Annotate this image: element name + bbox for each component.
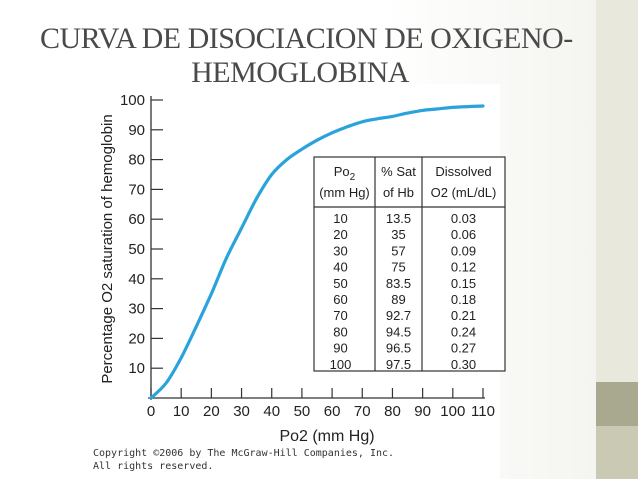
x-tick-label: 30 xyxy=(233,403,250,420)
table-cell: 0.09 xyxy=(451,243,476,258)
copyright-line-2: All rights reserved. xyxy=(93,461,214,472)
slide-title: CURVA DE DISOCIACION DE OXIGENO- HEMOGLO… xyxy=(40,22,573,90)
table-cell: 0.03 xyxy=(451,211,476,226)
table-cell: 30 xyxy=(333,243,347,258)
table-cell: 0.12 xyxy=(451,260,476,275)
table-cell: 35 xyxy=(391,227,405,242)
x-tick-label: 110 xyxy=(471,403,495,420)
table-cell: 90 xyxy=(333,341,347,356)
table-cell: 75 xyxy=(391,260,405,275)
data-table-frame xyxy=(313,156,506,372)
table-cell: 70 xyxy=(333,308,347,323)
table-cell: 89 xyxy=(391,292,405,307)
side-bar-segment xyxy=(596,426,638,479)
y-axis-label: Percentage O2 saturation of hemoglobin xyxy=(99,114,116,383)
table-cell: 0.21 xyxy=(451,308,476,323)
x-tick-label: 90 xyxy=(414,403,431,420)
table-cell: 83.5 xyxy=(386,276,411,291)
y-tick-label: 40 xyxy=(128,271,145,288)
side-bar-segment xyxy=(596,382,638,426)
y-tick-label: 10 xyxy=(128,360,145,377)
table-cell: 80 xyxy=(333,324,347,339)
y-tick-label: 100 xyxy=(120,92,145,109)
x-tick-label: 40 xyxy=(263,403,280,420)
table-cell: 20 xyxy=(333,227,347,242)
y-tick-label: 20 xyxy=(128,330,145,347)
table-cell: 0.24 xyxy=(451,324,476,339)
y-tick-label: 70 xyxy=(128,181,145,198)
copyright-line-1: Copyright ©2006 by The McGraw-Hill Compa… xyxy=(93,448,395,459)
table-header-line-2: of Hb xyxy=(383,185,414,200)
table-cell: 0.18 xyxy=(451,292,476,307)
side-bar-segment xyxy=(596,0,638,382)
y-tick-label: 50 xyxy=(128,241,145,258)
table-cell: 0.15 xyxy=(451,276,476,291)
table-cell: 97.5 xyxy=(386,357,411,372)
x-tick-label: 60 xyxy=(324,403,341,420)
y-tick-label: 90 xyxy=(128,122,145,139)
x-tick-label: 80 xyxy=(384,403,401,420)
table-cell: 94.5 xyxy=(386,324,411,339)
decorative-side-bar xyxy=(596,0,638,479)
table-cell: 96.5 xyxy=(386,341,411,356)
y-tick-label: 30 xyxy=(128,301,145,318)
table-cell: 100 xyxy=(330,357,352,372)
x-tick-label: 70 xyxy=(354,403,371,420)
table-cell: 92.7 xyxy=(386,308,411,323)
x-axis-label: Po2 (mm Hg) xyxy=(279,428,374,445)
x-tick-label: 0 xyxy=(147,403,155,420)
copyright-notice: Copyright ©2006 by The McGraw-Hill Compa… xyxy=(93,447,394,473)
x-tick-label: 10 xyxy=(173,403,190,420)
table-cell: 60 xyxy=(333,292,347,307)
table-header-line-2: (mm Hg) xyxy=(319,185,370,200)
table-cell: 10 xyxy=(333,211,347,226)
slide-title-line-2: HEMOGLOBINA xyxy=(191,56,409,89)
table-cell: 13.5 xyxy=(386,211,411,226)
saturation-curve xyxy=(149,104,485,400)
table-cell: 0.27 xyxy=(451,341,476,356)
x-tick-label: 20 xyxy=(203,403,220,420)
table-cell: 40 xyxy=(333,260,347,275)
table-header: Dissolved xyxy=(435,164,491,179)
table-cell: 0.30 xyxy=(451,357,476,372)
y-tick-label: 60 xyxy=(128,211,145,228)
table-header: % Sat xyxy=(381,164,416,179)
y-tick-label: 80 xyxy=(128,152,145,169)
table-cell: 57 xyxy=(391,243,405,258)
x-tick-label: 50 xyxy=(294,403,311,420)
table-header-line-2: O2 (mL/dL) xyxy=(431,185,497,200)
slide-title-line-1: CURVA DE DISOCIACION DE OXIGENO- xyxy=(40,22,573,55)
table-cell: 50 xyxy=(333,276,347,291)
table-cell: 0.06 xyxy=(451,227,476,242)
x-tick-label: 100 xyxy=(440,403,465,420)
